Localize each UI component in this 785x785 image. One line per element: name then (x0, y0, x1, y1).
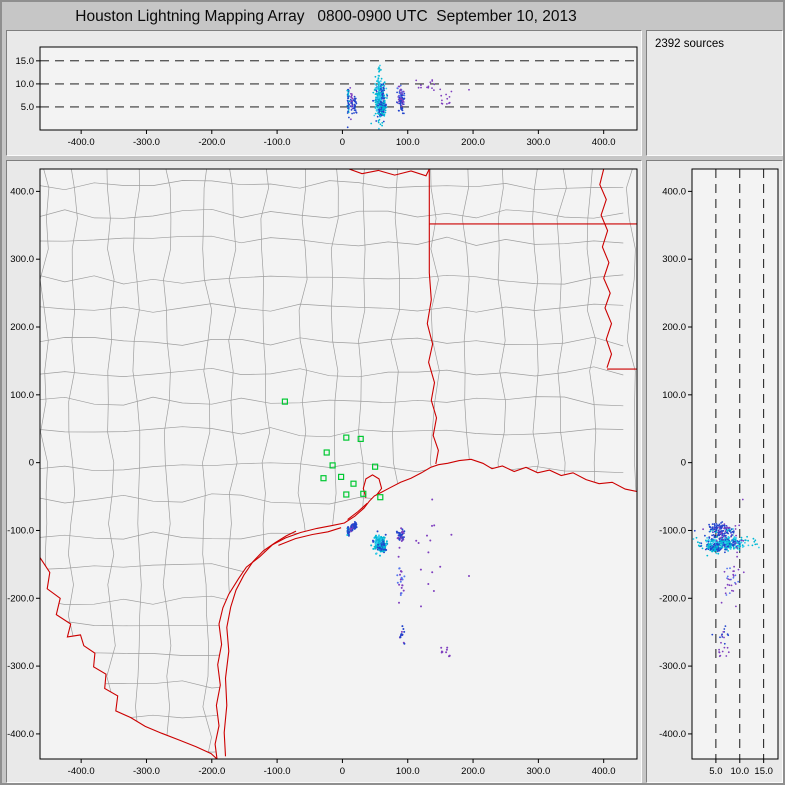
tick-label: 400.0 (592, 137, 616, 148)
tick-label: 400.0 (662, 186, 686, 197)
tick-label: 100.0 (10, 390, 34, 401)
tick-label: -100.0 (264, 766, 291, 777)
plan-view-map-plot[interactable]: -400.0 -300.0 -200.0 -100.0 0 100.0 200.0 300.0… (7, 161, 641, 782)
border-coast (214, 458, 637, 759)
tick-label: 400.0 (10, 186, 34, 197)
station-marker (343, 491, 350, 498)
tick-label: -200.0 (7, 593, 34, 604)
tick-label: -300.0 (659, 661, 686, 672)
station-marker (281, 398, 288, 405)
station-marker (377, 494, 384, 501)
border-galveston-bay (362, 474, 383, 499)
station-marker (338, 473, 345, 480)
tick-label: 10.0 (16, 79, 35, 90)
station-marker (357, 435, 364, 442)
station-marker (372, 463, 379, 470)
station-marker (320, 475, 327, 482)
border-ms-river (599, 169, 613, 368)
station-marker (360, 490, 367, 497)
tick-label: 5.0 (21, 102, 34, 113)
tick-label: 15.0 (754, 766, 773, 777)
plot-frame (39, 46, 638, 131)
sources-count-label: 2392 sources (655, 38, 725, 50)
station-marker (323, 449, 330, 456)
altitude-ns-plot[interactable]: 5.0 10.0 15.0 400.0 300.0 200.0 100.0 0 -100.0 -2… (647, 161, 782, 782)
tick-label: 0 (340, 766, 345, 777)
station-marker (350, 480, 357, 487)
tick-label: 200.0 (461, 766, 485, 777)
tick-label: -300.0 (133, 766, 160, 777)
tick-label: -200.0 (659, 593, 686, 604)
station-marker (343, 434, 350, 441)
gulf-of-mexico (215, 459, 637, 759)
tick-label: -400.0 (68, 137, 95, 148)
border-rio-grande (40, 557, 218, 759)
lightning-sources (346, 498, 470, 658)
lma-stations (281, 398, 384, 501)
mexico-area (40, 557, 217, 759)
page-title: Houston Lightning Mapping Array 0800-090… (75, 8, 577, 25)
tick-label: -100.0 (7, 525, 34, 536)
tick-label: -400.0 (659, 729, 686, 740)
plot-frame (691, 168, 779, 760)
tick-label: -100.0 (264, 137, 291, 148)
altitude-ew-panel: -400.0 -300.0 -200.0 -100.0 0 100.0 200.0 300.0… (6, 30, 642, 156)
altitude-ew-plot[interactable]: -400.0 -300.0 -200.0 -100.0 0 100.0 200.0 300.0… (7, 31, 641, 155)
tick-label: 400.0 (592, 766, 616, 777)
tick-label: 100.0 (662, 390, 686, 401)
plot-frame (39, 168, 638, 760)
tick-label: 0 (29, 458, 34, 469)
lightning-sources (692, 498, 760, 658)
tick-label: 10.0 (731, 766, 750, 777)
altitude-ns-panel: 5.0 10.0 15.0 400.0 300.0 200.0 100.0 0 -100.0 -2… (646, 160, 783, 783)
tick-label: 300.0 (10, 254, 34, 265)
plan-view-map-panel: -400.0 -300.0 -200.0 -100.0 0 100.0 200.0 300.0… (6, 160, 642, 783)
tick-label: 300.0 (526, 137, 550, 148)
sources-count-panel: 2392 sources (646, 30, 783, 156)
tick-label: 300.0 (526, 766, 550, 777)
tick-label: 0 (681, 458, 686, 469)
tick-label: 200.0 (662, 322, 686, 333)
tick-label: -300.0 (7, 661, 34, 672)
tick-label: -200.0 (198, 137, 225, 148)
tick-label: -400.0 (68, 766, 95, 777)
border-padre-island (223, 530, 297, 757)
border-matagorda-island (278, 527, 342, 546)
border-galveston-island (347, 502, 368, 521)
station-marker (329, 462, 336, 469)
tick-label: 200.0 (461, 137, 485, 148)
lightning-sources (346, 64, 470, 130)
tick-label: -400.0 (7, 729, 34, 740)
tick-label: 0 (340, 137, 345, 148)
tick-label: 200.0 (10, 322, 34, 333)
border-tx-la (426, 223, 439, 465)
tick-label: 5.0 (709, 766, 722, 777)
tick-label: -300.0 (133, 137, 160, 148)
tick-label: 300.0 (662, 254, 686, 265)
tick-label: 15.0 (16, 56, 35, 67)
tick-label: 100.0 (396, 766, 420, 777)
tick-label: -100.0 (659, 525, 686, 536)
tick-label: -200.0 (198, 766, 225, 777)
tick-label: 100.0 (396, 137, 420, 148)
border-red-river (348, 169, 430, 177)
